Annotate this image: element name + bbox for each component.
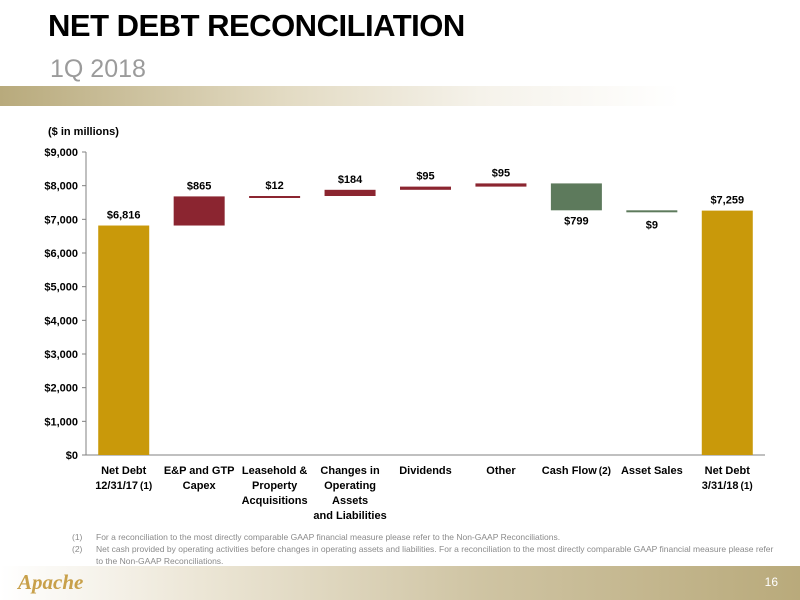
category-label: E&P and GTP [164, 465, 235, 477]
category-label: Capex [183, 480, 217, 492]
y-tick-label: $9,000 [44, 147, 78, 159]
footnote-2: (2) Net cash provided by operating activ… [72, 543, 782, 567]
category-label: Asset Sales [621, 465, 683, 477]
footnote-text: Net cash provided by operating activitie… [96, 544, 774, 566]
bar-value-label: $95 [492, 167, 510, 179]
bar-value-label: $184 [338, 174, 363, 186]
category-label: Operating [324, 480, 376, 492]
y-tick-label: $6,000 [44, 248, 78, 260]
category-label: Dividends [399, 465, 452, 477]
category-label: Net Debt [101, 465, 147, 477]
category-label: Changes in [320, 465, 380, 477]
bar-total [98, 225, 150, 455]
bar-value-label: $799 [564, 215, 588, 227]
category-label: Leasehold & [242, 465, 307, 477]
bar-increase [249, 196, 301, 199]
y-tick-label: $0 [66, 450, 78, 462]
footnote-ref: (2) [599, 466, 611, 477]
category-label: Acquisitions [242, 495, 308, 507]
footnote-ref: (1) [140, 481, 152, 492]
unit-label: ($ in millions) [48, 126, 119, 138]
bar-value-label: $9 [646, 220, 658, 232]
apache-logo: Apache [18, 570, 84, 594]
y-tick-label: $1,000 [44, 416, 78, 428]
category-label: and Liabilities [313, 510, 386, 522]
bar-value-label: $6,816 [107, 210, 141, 222]
footnote-number: (2) [72, 544, 83, 554]
bar-decrease [626, 210, 678, 213]
bar-increase [173, 196, 225, 226]
y-tick-label: $5,000 [44, 282, 78, 294]
category-label: Net Debt [705, 465, 751, 477]
page-number: 16 [764, 575, 778, 589]
category-label: 12/31/17 (1) [95, 480, 152, 492]
bar-value-label: $865 [187, 180, 211, 192]
footnotes: (1) For a reconciliation to the most dir… [72, 531, 782, 567]
bar-value-label: $12 [265, 180, 283, 192]
category-label: Assets [332, 495, 368, 507]
footer-bar [0, 566, 800, 600]
bar-decrease [550, 183, 602, 211]
bar-total [701, 210, 753, 455]
footnote-number: (1) [72, 532, 83, 542]
page-subtitle: 1Q 2018 [50, 55, 146, 83]
y-tick-label: $4,000 [44, 315, 78, 327]
bar-increase [475, 183, 527, 187]
bar-value-label: $95 [416, 171, 434, 183]
header-rule [0, 86, 800, 106]
y-tick-label: $7,000 [44, 214, 78, 226]
page-title: NET DEBT RECONCILIATION [48, 8, 465, 43]
y-tick-label: $3,000 [44, 349, 78, 361]
footnote-text: For a reconciliation to the most directl… [96, 532, 561, 542]
bar-increase [324, 189, 376, 197]
category-label: Property [252, 480, 298, 492]
y-tick-label: $2,000 [44, 383, 78, 395]
category-label: Cash Flow (2) [542, 465, 611, 477]
bar-value-label: $7,259 [710, 195, 744, 207]
category-label: 3/31/18 (1) [702, 480, 753, 492]
footnote-1: (1) For a reconciliation to the most dir… [72, 531, 782, 543]
bar-increase [400, 186, 451, 190]
y-tick-label: $8,000 [44, 181, 78, 193]
waterfall-chart: $0 $1,000 $2,000 $3,000 $4,000 $5,000 $6,000 $7… [44, 147, 765, 522]
footnote-ref: (1) [741, 481, 753, 492]
category-label: Other [486, 465, 516, 477]
